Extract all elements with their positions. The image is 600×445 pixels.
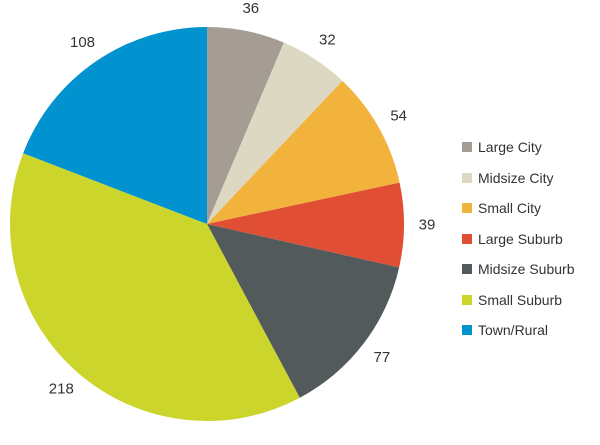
legend-swatch	[462, 203, 472, 214]
pie-slice-town-rural	[23, 27, 207, 224]
legend-swatch	[462, 325, 472, 336]
pie-slice-large-suburb	[207, 182, 404, 268]
slice-value-label-large-city: 36	[242, 0, 259, 17]
legend-item-large-city: Large City	[462, 132, 600, 163]
legend-label: Midsize City	[478, 169, 554, 186]
legend-label: Small Suburb	[478, 291, 563, 308]
legend-swatch	[462, 172, 472, 183]
slice-value-label-small-suburb: 218	[49, 380, 74, 397]
pie-value-labels: 36 32 54 39 77 218 108	[49, 0, 436, 397]
pie-slices	[9, 27, 404, 421]
pie-slice-midsize-suburb	[207, 224, 400, 398]
legend-label: Midsize Suburb	[478, 261, 575, 278]
slice-value-label-town-rural: 108	[70, 34, 95, 51]
slice-value-label-large-suburb: 39	[419, 217, 436, 234]
pie-slice-large-city	[207, 27, 284, 224]
legend-swatch	[462, 264, 472, 275]
legend-item-small-city: Small City	[462, 193, 600, 224]
legend-swatch	[462, 294, 472, 305]
legend-item-town-rural: Town/Rural	[462, 315, 600, 346]
legend-item-large-suburb: Large Suburb	[462, 224, 600, 255]
legend-label: Small City	[478, 200, 542, 217]
pie-slice-small-city	[207, 80, 400, 225]
legend-label: Town/Rural	[478, 322, 549, 339]
pie-slice-small-suburb	[9, 153, 300, 421]
slice-value-label-midsize-city: 32	[319, 31, 336, 48]
slice-value-label-small-city: 54	[390, 108, 407, 125]
legend-label: Large City	[478, 139, 542, 156]
slice-value-label-midsize-suburb: 77	[374, 349, 391, 366]
legend-item-midsize-city: Midsize City	[462, 163, 600, 194]
legend-swatch	[462, 233, 472, 244]
pie-slice-midsize-city	[207, 42, 343, 224]
legend-item-small-suburb: Small Suburb	[462, 285, 600, 316]
legend-item-midsize-suburb: Midsize Suburb	[462, 254, 600, 285]
legend-swatch	[462, 142, 472, 153]
legend-label: Large Suburb	[478, 230, 563, 247]
legend: Large City Midsize City Small City Large…	[462, 132, 600, 346]
